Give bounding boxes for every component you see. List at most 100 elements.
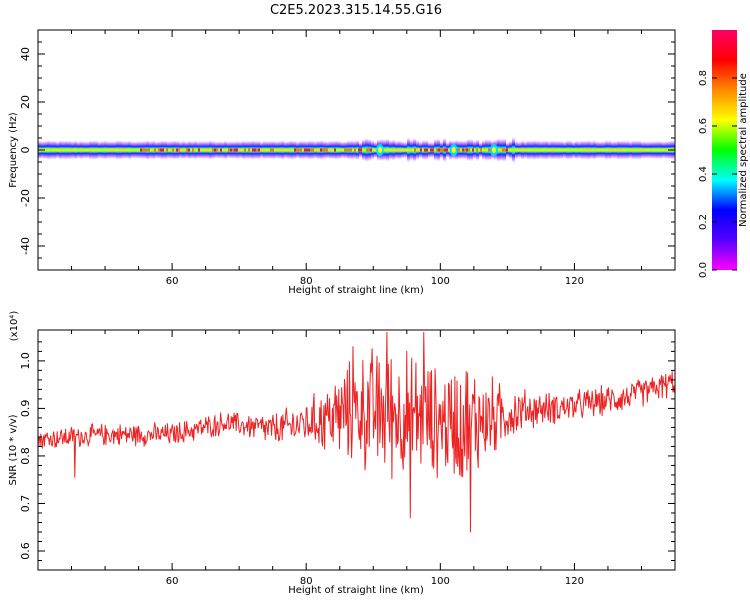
spectrogram-ridge-cell bbox=[608, 148, 611, 152]
spectrogram-ridge-cell bbox=[212, 148, 215, 152]
spectrogram-ridge-cell bbox=[186, 148, 189, 152]
spectrogram-ridge-cell bbox=[532, 148, 535, 152]
spectrogram-ridge-cell bbox=[82, 148, 85, 152]
spectrogram-ridge-cell bbox=[466, 148, 469, 152]
spectrogram-ridge-cell bbox=[566, 148, 569, 152]
spectrogram-x-tick-label: 100 bbox=[431, 276, 450, 287]
spectrogram-ridge-cell bbox=[650, 148, 653, 152]
spectrogram-ridge-cell bbox=[152, 148, 155, 152]
spectrogram-ridge-cell bbox=[102, 148, 105, 152]
snr-y-tick-label: 0.7 bbox=[19, 495, 32, 513]
spectrogram-ridge-cell bbox=[484, 148, 487, 152]
spectrogram-ridge-cell bbox=[282, 148, 285, 152]
spectrogram-ridge-cell bbox=[154, 148, 157, 152]
spectrogram-ridge-cell bbox=[406, 148, 409, 152]
snr-ylabel: SNR (10 * v/v) bbox=[8, 414, 19, 485]
spectrogram-ridge-cell bbox=[112, 148, 115, 152]
spectrogram-ridge-cell bbox=[602, 148, 605, 152]
spectrogram-ridge-cell bbox=[260, 148, 263, 152]
spectrogram-ridge-cell bbox=[472, 148, 475, 152]
spectrogram-ridge-cell bbox=[110, 148, 113, 152]
spectrogram-ridge-cell bbox=[500, 148, 503, 152]
spectrogram-ridge-cell bbox=[254, 148, 257, 152]
spectrogram-y-tick-label: -20 bbox=[19, 189, 32, 207]
spectrogram-ridge-cell bbox=[498, 148, 501, 152]
spectrogram-ridge-cell bbox=[342, 148, 345, 152]
spectrogram-ridge-cell bbox=[520, 148, 523, 152]
spectrogram-ridge-cell bbox=[248, 148, 251, 152]
spectrogram-ridge-cell bbox=[204, 148, 207, 152]
spectrogram-ridge-cell bbox=[448, 148, 451, 152]
spectrogram-ridge-cell bbox=[66, 148, 69, 152]
snr-frame bbox=[37, 329, 676, 571]
spectrogram-ridge-cell bbox=[286, 148, 289, 152]
spectrogram-ridge-cell bbox=[302, 148, 305, 152]
spectrogram-ridge-cell bbox=[236, 148, 239, 152]
spectrogram-ridge-cell bbox=[618, 148, 621, 152]
colorbar-tick-label: 0.4 bbox=[698, 166, 709, 182]
spectrogram-ridge-cell bbox=[546, 148, 549, 152]
spectrogram-ridge-cell bbox=[414, 148, 417, 152]
spectrogram-ridge-cell bbox=[132, 148, 135, 152]
spectrogram-ridge-cell bbox=[652, 148, 655, 152]
spectrogram-ridge-cell bbox=[80, 148, 83, 152]
spectrogram-ridge-cell bbox=[176, 148, 179, 152]
spectrogram-ridge-cell bbox=[226, 148, 229, 152]
colorbar-scale bbox=[712, 30, 737, 270]
spectrogram-ridge-cell bbox=[502, 148, 505, 152]
spectrogram-ridge-cell bbox=[222, 148, 225, 152]
spectrogram-ridge-cell bbox=[350, 148, 353, 152]
spectrogram-ridge-cell bbox=[298, 148, 301, 152]
spectrogram-ridge-cell bbox=[364, 148, 367, 152]
spectrogram-ridge-cell bbox=[558, 148, 561, 152]
spectrogram-ridge-cell bbox=[416, 148, 419, 152]
spectrogram-ridge-cell bbox=[88, 148, 91, 152]
spectrogram-ridge-cell bbox=[68, 148, 71, 152]
spectrogram-ridge-cell bbox=[252, 148, 255, 152]
spectrogram-ridge-cell bbox=[122, 148, 125, 152]
spectrogram-ridge-cell bbox=[198, 148, 201, 152]
spectrogram-ridge-cell bbox=[638, 148, 641, 152]
spectrogram-ridge-cell bbox=[600, 148, 603, 152]
spectrogram-ridge-cell bbox=[394, 148, 397, 152]
spectrogram-ridge-cell bbox=[180, 148, 183, 152]
spectrogram-ridge-cell bbox=[160, 148, 163, 152]
spectrogram-ridge-cell bbox=[76, 148, 79, 152]
spectrogram-ridge-cell bbox=[184, 148, 187, 152]
spectrogram-ridge-cell bbox=[662, 148, 665, 152]
spectrogram-ridge-cell bbox=[314, 148, 317, 152]
spectrogram-ridge-cell bbox=[296, 148, 299, 152]
spectrogram-ridge-cell bbox=[306, 148, 309, 152]
spectrogram-ridge-cell bbox=[136, 148, 139, 152]
spectrogram-ridge-cell bbox=[142, 148, 145, 152]
spectrogram-panel: 60 80 100 120 -40 -20 0 20 40 Height of straight… bbox=[8, 29, 676, 296]
spectrogram-ridge-cell bbox=[168, 148, 171, 152]
spectrogram-ridge-cell bbox=[336, 148, 339, 152]
spectrogram-ridge-cell bbox=[216, 148, 219, 152]
spectrogram-ridge-cell bbox=[440, 148, 443, 152]
spectrogram-ridge-cell bbox=[64, 148, 67, 152]
spectrogram-ridge-cell bbox=[316, 148, 319, 152]
spectrogram-ridge-cell bbox=[338, 148, 341, 152]
colorbar-tick-label: 0.6 bbox=[698, 118, 709, 134]
spectrogram-ridge-cell bbox=[224, 148, 227, 152]
spectrogram-ridge-cell bbox=[250, 148, 253, 152]
spectrogram-ridge-cell bbox=[304, 148, 307, 152]
spectrogram-ridge-cell bbox=[48, 148, 51, 152]
spectrogram-ridge-cell bbox=[384, 148, 387, 152]
spectrogram-ridge-cell bbox=[90, 148, 93, 152]
spectrogram-ridge-cell bbox=[92, 148, 95, 152]
spectrogram-ridge-cell bbox=[430, 148, 433, 152]
spectrogram-ridge-cell bbox=[60, 148, 63, 152]
spectrogram-ridge-cell bbox=[444, 148, 447, 152]
spectrogram-ridge-cell bbox=[310, 148, 313, 152]
spectrogram-ridge-cell bbox=[200, 148, 203, 152]
spectrogram-ridge-cell bbox=[580, 148, 583, 152]
spectrogram-ridge-cell bbox=[328, 148, 331, 152]
spectrogram-ridge-cell bbox=[100, 148, 103, 152]
spectrogram-ridge-cell bbox=[562, 148, 565, 152]
spectrogram-ridge-cell bbox=[70, 148, 73, 152]
spectrogram-ridge-cell bbox=[144, 148, 147, 152]
spectrogram-ridge-cell bbox=[442, 148, 445, 152]
